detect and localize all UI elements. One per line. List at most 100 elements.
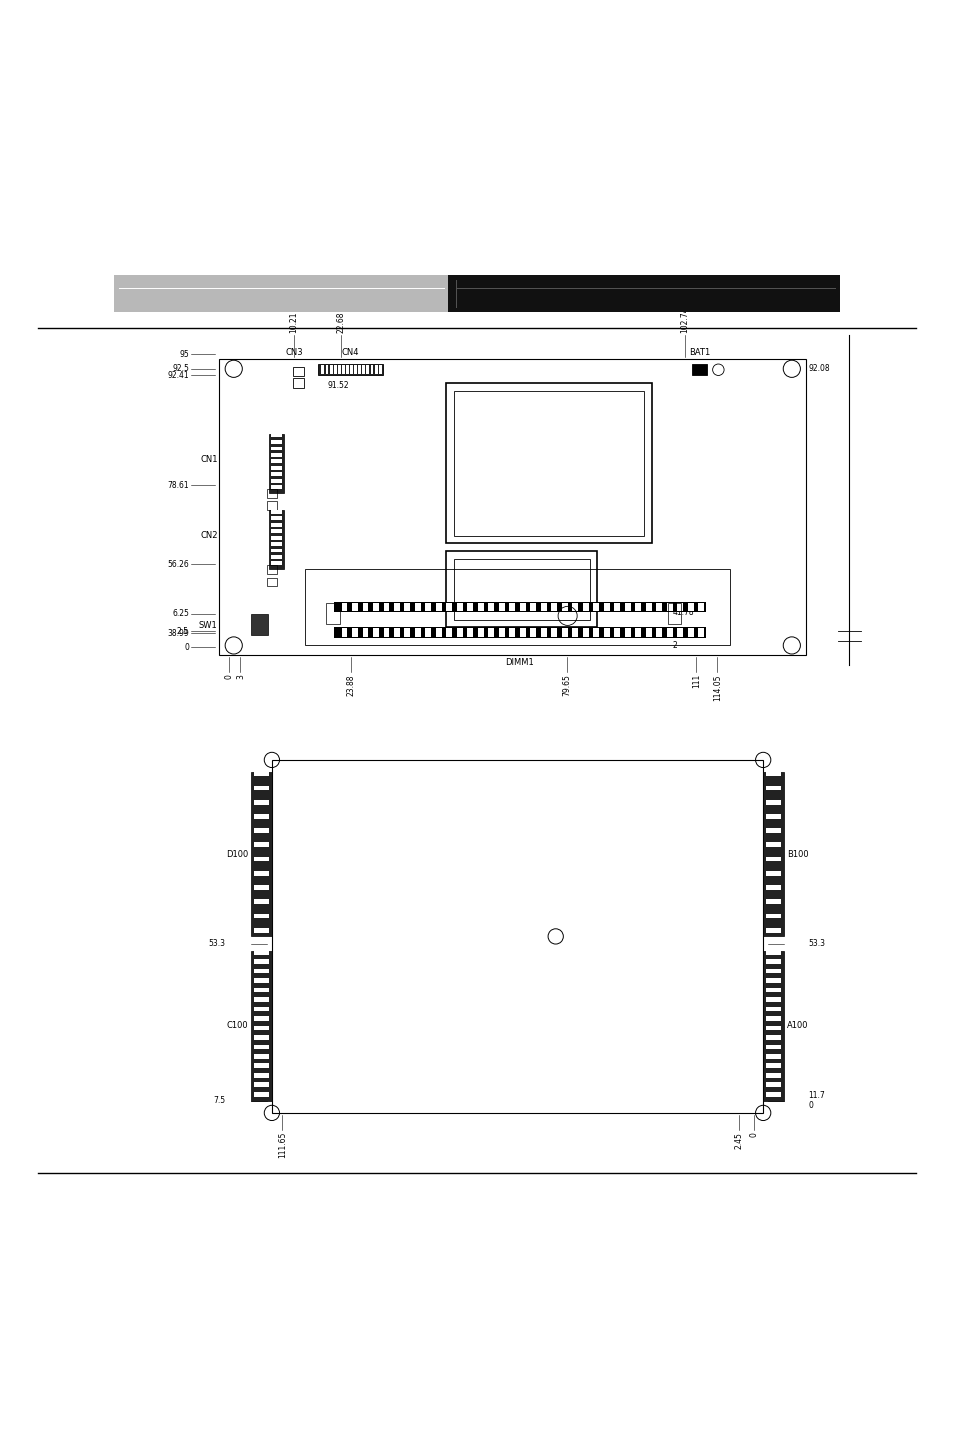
Bar <box>687 628 693 637</box>
Bar <box>317 364 382 374</box>
Bar <box>334 602 705 612</box>
Text: 91.52: 91.52 <box>327 381 349 390</box>
Bar <box>635 602 640 611</box>
Bar <box>253 800 269 804</box>
Bar <box>350 366 353 374</box>
Bar <box>561 628 567 637</box>
Bar <box>373 602 378 611</box>
Bar <box>687 602 693 611</box>
Bar <box>765 928 781 932</box>
Bar <box>762 951 783 1100</box>
Text: 0: 0 <box>748 1131 758 1137</box>
Bar <box>635 628 640 637</box>
Bar <box>321 366 324 374</box>
Bar <box>383 628 389 637</box>
Bar <box>358 366 361 374</box>
Bar <box>253 997 269 1002</box>
Bar <box>509 628 515 637</box>
Text: 2: 2 <box>672 641 677 650</box>
Bar <box>765 949 781 955</box>
Bar <box>519 628 525 637</box>
Bar <box>271 555 282 559</box>
Text: BAT1: BAT1 <box>688 348 709 357</box>
Bar <box>614 602 619 611</box>
Bar <box>467 602 473 611</box>
Bar <box>253 949 269 955</box>
Bar <box>454 390 643 536</box>
Bar <box>765 978 781 982</box>
Bar <box>253 1091 269 1097</box>
Bar <box>267 565 276 574</box>
Bar <box>454 559 589 619</box>
Bar <box>378 366 381 374</box>
Text: 7.5: 7.5 <box>213 1096 225 1106</box>
Text: 3: 3 <box>235 674 245 678</box>
Bar <box>415 602 420 611</box>
Text: 0: 0 <box>224 674 233 678</box>
Bar <box>394 628 399 637</box>
Bar <box>765 1073 781 1078</box>
Bar <box>593 628 598 637</box>
Bar <box>645 602 651 611</box>
Bar <box>698 628 703 637</box>
Bar <box>540 602 546 611</box>
Bar <box>271 485 282 489</box>
Bar <box>253 1044 269 1050</box>
Bar <box>448 275 839 311</box>
Text: CN2: CN2 <box>200 531 217 541</box>
Bar <box>251 951 272 1100</box>
Bar <box>269 433 284 493</box>
Bar <box>271 459 282 463</box>
Bar <box>477 602 483 611</box>
Bar <box>656 628 661 637</box>
Text: 92.08: 92.08 <box>807 364 829 373</box>
Bar <box>765 815 781 819</box>
Text: 79.65: 79.65 <box>561 674 571 695</box>
Bar <box>253 928 269 932</box>
Bar <box>765 829 781 833</box>
Bar <box>582 628 588 637</box>
Bar <box>765 856 781 862</box>
Text: SW1: SW1 <box>198 621 217 630</box>
Bar <box>271 536 282 539</box>
Bar <box>394 602 399 611</box>
Bar <box>253 988 269 992</box>
Bar <box>346 366 349 374</box>
Bar <box>114 275 448 311</box>
Text: 41.78: 41.78 <box>672 608 694 617</box>
Bar <box>691 364 706 374</box>
Bar <box>269 511 284 569</box>
Bar <box>551 628 557 637</box>
Bar <box>765 800 781 804</box>
Text: 23.88: 23.88 <box>346 674 355 695</box>
Bar <box>253 1017 269 1021</box>
Bar <box>765 786 781 790</box>
Text: 53.3: 53.3 <box>807 939 824 948</box>
Text: 2.5: 2.5 <box>176 627 189 635</box>
Bar <box>362 366 365 374</box>
Bar <box>253 1035 269 1040</box>
Bar <box>765 988 781 992</box>
Bar <box>251 773 272 936</box>
Bar <box>253 1073 269 1078</box>
Bar <box>477 628 483 637</box>
Bar <box>498 602 504 611</box>
Bar <box>765 885 781 891</box>
Bar <box>765 1017 781 1021</box>
Bar <box>271 479 282 483</box>
Bar <box>253 856 269 862</box>
Bar <box>305 569 729 645</box>
Text: 92.5: 92.5 <box>172 364 189 373</box>
Text: B100: B100 <box>786 850 808 859</box>
Bar <box>253 969 269 974</box>
Bar <box>271 511 282 513</box>
Bar <box>765 870 781 876</box>
Text: DIMM1: DIMM1 <box>505 658 534 667</box>
Bar <box>330 366 333 374</box>
Text: CN1: CN1 <box>200 455 217 465</box>
Bar <box>326 602 339 624</box>
Bar <box>765 997 781 1002</box>
Bar <box>404 602 410 611</box>
Bar <box>467 628 473 637</box>
Bar <box>765 1007 781 1011</box>
